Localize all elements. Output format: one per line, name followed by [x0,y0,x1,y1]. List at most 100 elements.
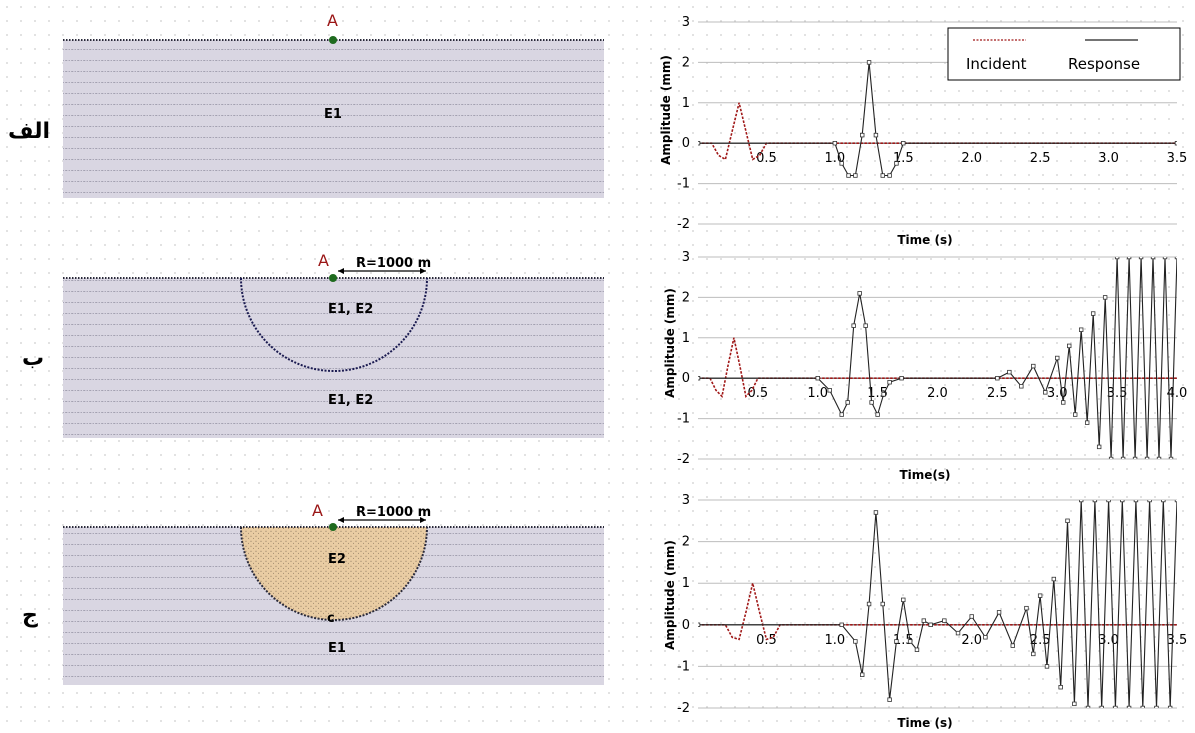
response-point [1072,701,1077,707]
y-axis-title: Amplitude (mm) [663,540,677,650]
response-point [1079,500,1084,503]
x-tick-label: 2.5 [1030,151,1051,166]
legend-box [947,27,1181,81]
response-point [1019,384,1024,389]
response-point [839,622,844,627]
response-point [1031,363,1036,369]
y-tick-label: 3 [682,15,690,30]
radius-label: R=1000 m [356,505,431,520]
x-tick-label: 3.5 [1107,386,1128,401]
region-label-outer: E1, E2 [328,393,373,408]
response-point [1010,643,1015,648]
response-point [1099,705,1104,708]
response-point [1174,140,1177,146]
y-axis-title: Amplitude (mm) [659,55,673,165]
response-point [1007,369,1012,375]
radius-arrow-head-left [338,268,344,274]
y-axis-title: Amplitude (mm) [663,288,677,398]
response-series-line [698,257,1177,459]
response-point [815,375,820,381]
point-label-a: A [312,501,323,520]
response-point [698,375,701,381]
y-tick-label: -1 [677,659,690,674]
response-point [1154,705,1159,708]
response-point [894,639,899,644]
x-tick-label: 0.5 [756,633,777,648]
response-point [887,173,892,178]
y-tick-label: 2 [682,535,690,550]
response-point [914,647,920,652]
y-tick-label: -1 [677,412,690,427]
response-point [1058,685,1063,690]
chart-legend: Incident Response [947,27,1181,81]
response-point [1031,651,1036,657]
response-point [1138,257,1144,260]
response-point [839,161,844,166]
observation-point-icon [329,36,337,44]
response-point [1140,705,1145,708]
response-point [1126,257,1132,260]
x-axis-title: Time (s) [897,233,952,247]
response-point [851,323,856,328]
x-tick-label: 0.5 [748,386,769,401]
response-point [1156,456,1162,459]
response-point [1090,311,1096,316]
x-tick-label: 1.5 [893,633,914,648]
radius-label: R=1000 m [356,256,431,271]
y-tick-label: 3 [682,493,690,508]
panel-label-b: ب [22,346,44,371]
response-point [827,388,832,393]
legend-incident-label: Incident [966,55,1027,73]
region-label-e1: E1 [328,641,346,656]
plot-area [698,257,1177,459]
response-point [887,697,892,702]
half-space-domain [63,40,604,198]
response-point [921,618,927,623]
x-tick-label: 2.5 [1030,633,1051,648]
response-point [1044,664,1050,669]
plot-area [698,60,1177,178]
region-label-e1: E1 [324,107,342,122]
response-point [863,323,868,328]
observation-point-icon [329,523,337,531]
response-point [1162,257,1168,260]
response-point [1133,500,1139,503]
response-point [1174,500,1177,503]
response-point [1120,500,1125,503]
point-label-a: A [327,11,338,30]
model-panel-3: A R=1000 m E2 c E1 [63,501,604,685]
response-point [1106,500,1111,503]
response-point [1085,705,1091,708]
model-panel-1: A E1 [63,11,604,198]
response-point [866,60,872,65]
y-tick-label: 1 [682,576,690,591]
response-point [1024,605,1029,611]
response-point [881,392,886,397]
response-point [899,375,904,381]
x-tick-label: 4.0 [1167,386,1188,401]
valley-boundary-arc [240,277,428,372]
y-tick-label: 2 [682,290,690,305]
response-point [1147,500,1152,503]
y-tick-label: 1 [682,331,690,346]
point-label-a: A [318,251,329,270]
response-point [1096,444,1102,450]
response-point [880,173,885,178]
response-point [1055,355,1060,361]
response-point [1167,705,1173,708]
response-point [1132,456,1138,459]
response-point [860,672,865,677]
x-tick-label: 2.5 [987,386,1008,401]
response-point [1051,576,1057,582]
panel-label-a: الف [8,119,50,144]
response-point [869,400,874,405]
response-point [875,412,880,417]
response-point [1168,456,1174,459]
response-point [1037,593,1043,598]
response-point [901,597,906,603]
plot-area [698,500,1177,708]
response-point [1061,400,1066,405]
response-point [894,161,899,166]
